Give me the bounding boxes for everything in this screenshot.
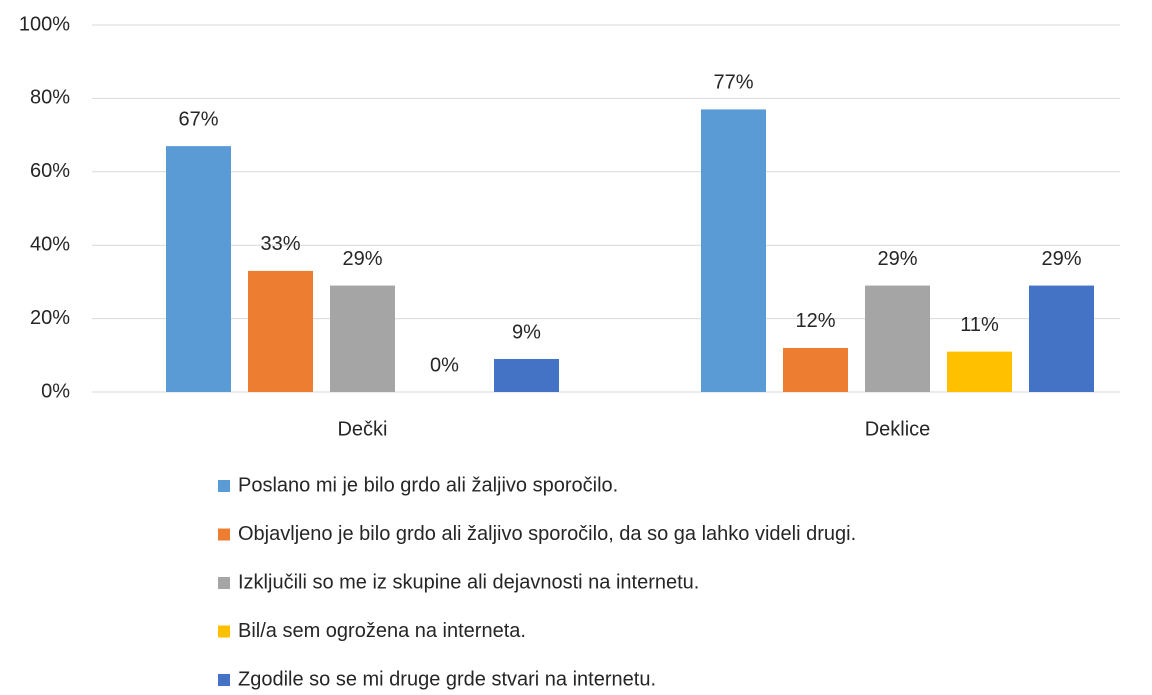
legend-swatch xyxy=(218,480,230,492)
legend-swatch xyxy=(218,674,230,686)
bar xyxy=(494,358,559,392)
y-tick-label: 60% xyxy=(30,160,70,182)
value-label: 29% xyxy=(342,248,382,270)
y-tick-label: 100% xyxy=(19,13,70,35)
value-label: 9% xyxy=(512,321,541,343)
legend-label: Bil/a sem ogrožena na interneta. xyxy=(238,620,526,642)
bar xyxy=(865,285,930,392)
y-tick-label: 0% xyxy=(41,380,70,402)
bar xyxy=(248,270,313,392)
x-tick-label: Deklice xyxy=(865,418,931,440)
bar xyxy=(947,351,1012,392)
bar xyxy=(701,109,766,392)
y-tick-label: 80% xyxy=(30,87,70,109)
bar xyxy=(166,146,231,392)
value-label: 29% xyxy=(877,248,917,270)
value-label: 0% xyxy=(430,354,459,376)
value-label: 11% xyxy=(960,314,999,336)
legend-label: Poslano mi je bilo grdo ali žaljivo spor… xyxy=(238,474,618,496)
legend-label: Objavljeno je bilo grdo ali žaljivo spor… xyxy=(238,523,856,545)
value-label: 12% xyxy=(795,310,835,332)
y-tick-label: 20% xyxy=(30,307,70,329)
legend-label: Zgodile so se mi druge grde stvari na in… xyxy=(238,668,656,690)
value-label: 67% xyxy=(178,108,218,130)
legend-label: Izključili so me iz skupine ali dejavnos… xyxy=(238,571,699,593)
bar xyxy=(1029,285,1094,392)
x-tick-label: Dečki xyxy=(337,418,387,440)
value-label: 77% xyxy=(713,72,753,94)
legend-swatch xyxy=(218,625,230,638)
legend-swatch xyxy=(218,528,230,541)
value-label: 29% xyxy=(1041,248,1081,270)
y-tick-label: 40% xyxy=(30,233,70,255)
value-label: 33% xyxy=(260,233,300,255)
bar xyxy=(330,285,395,392)
bar xyxy=(783,347,848,392)
legend-swatch xyxy=(218,577,230,589)
